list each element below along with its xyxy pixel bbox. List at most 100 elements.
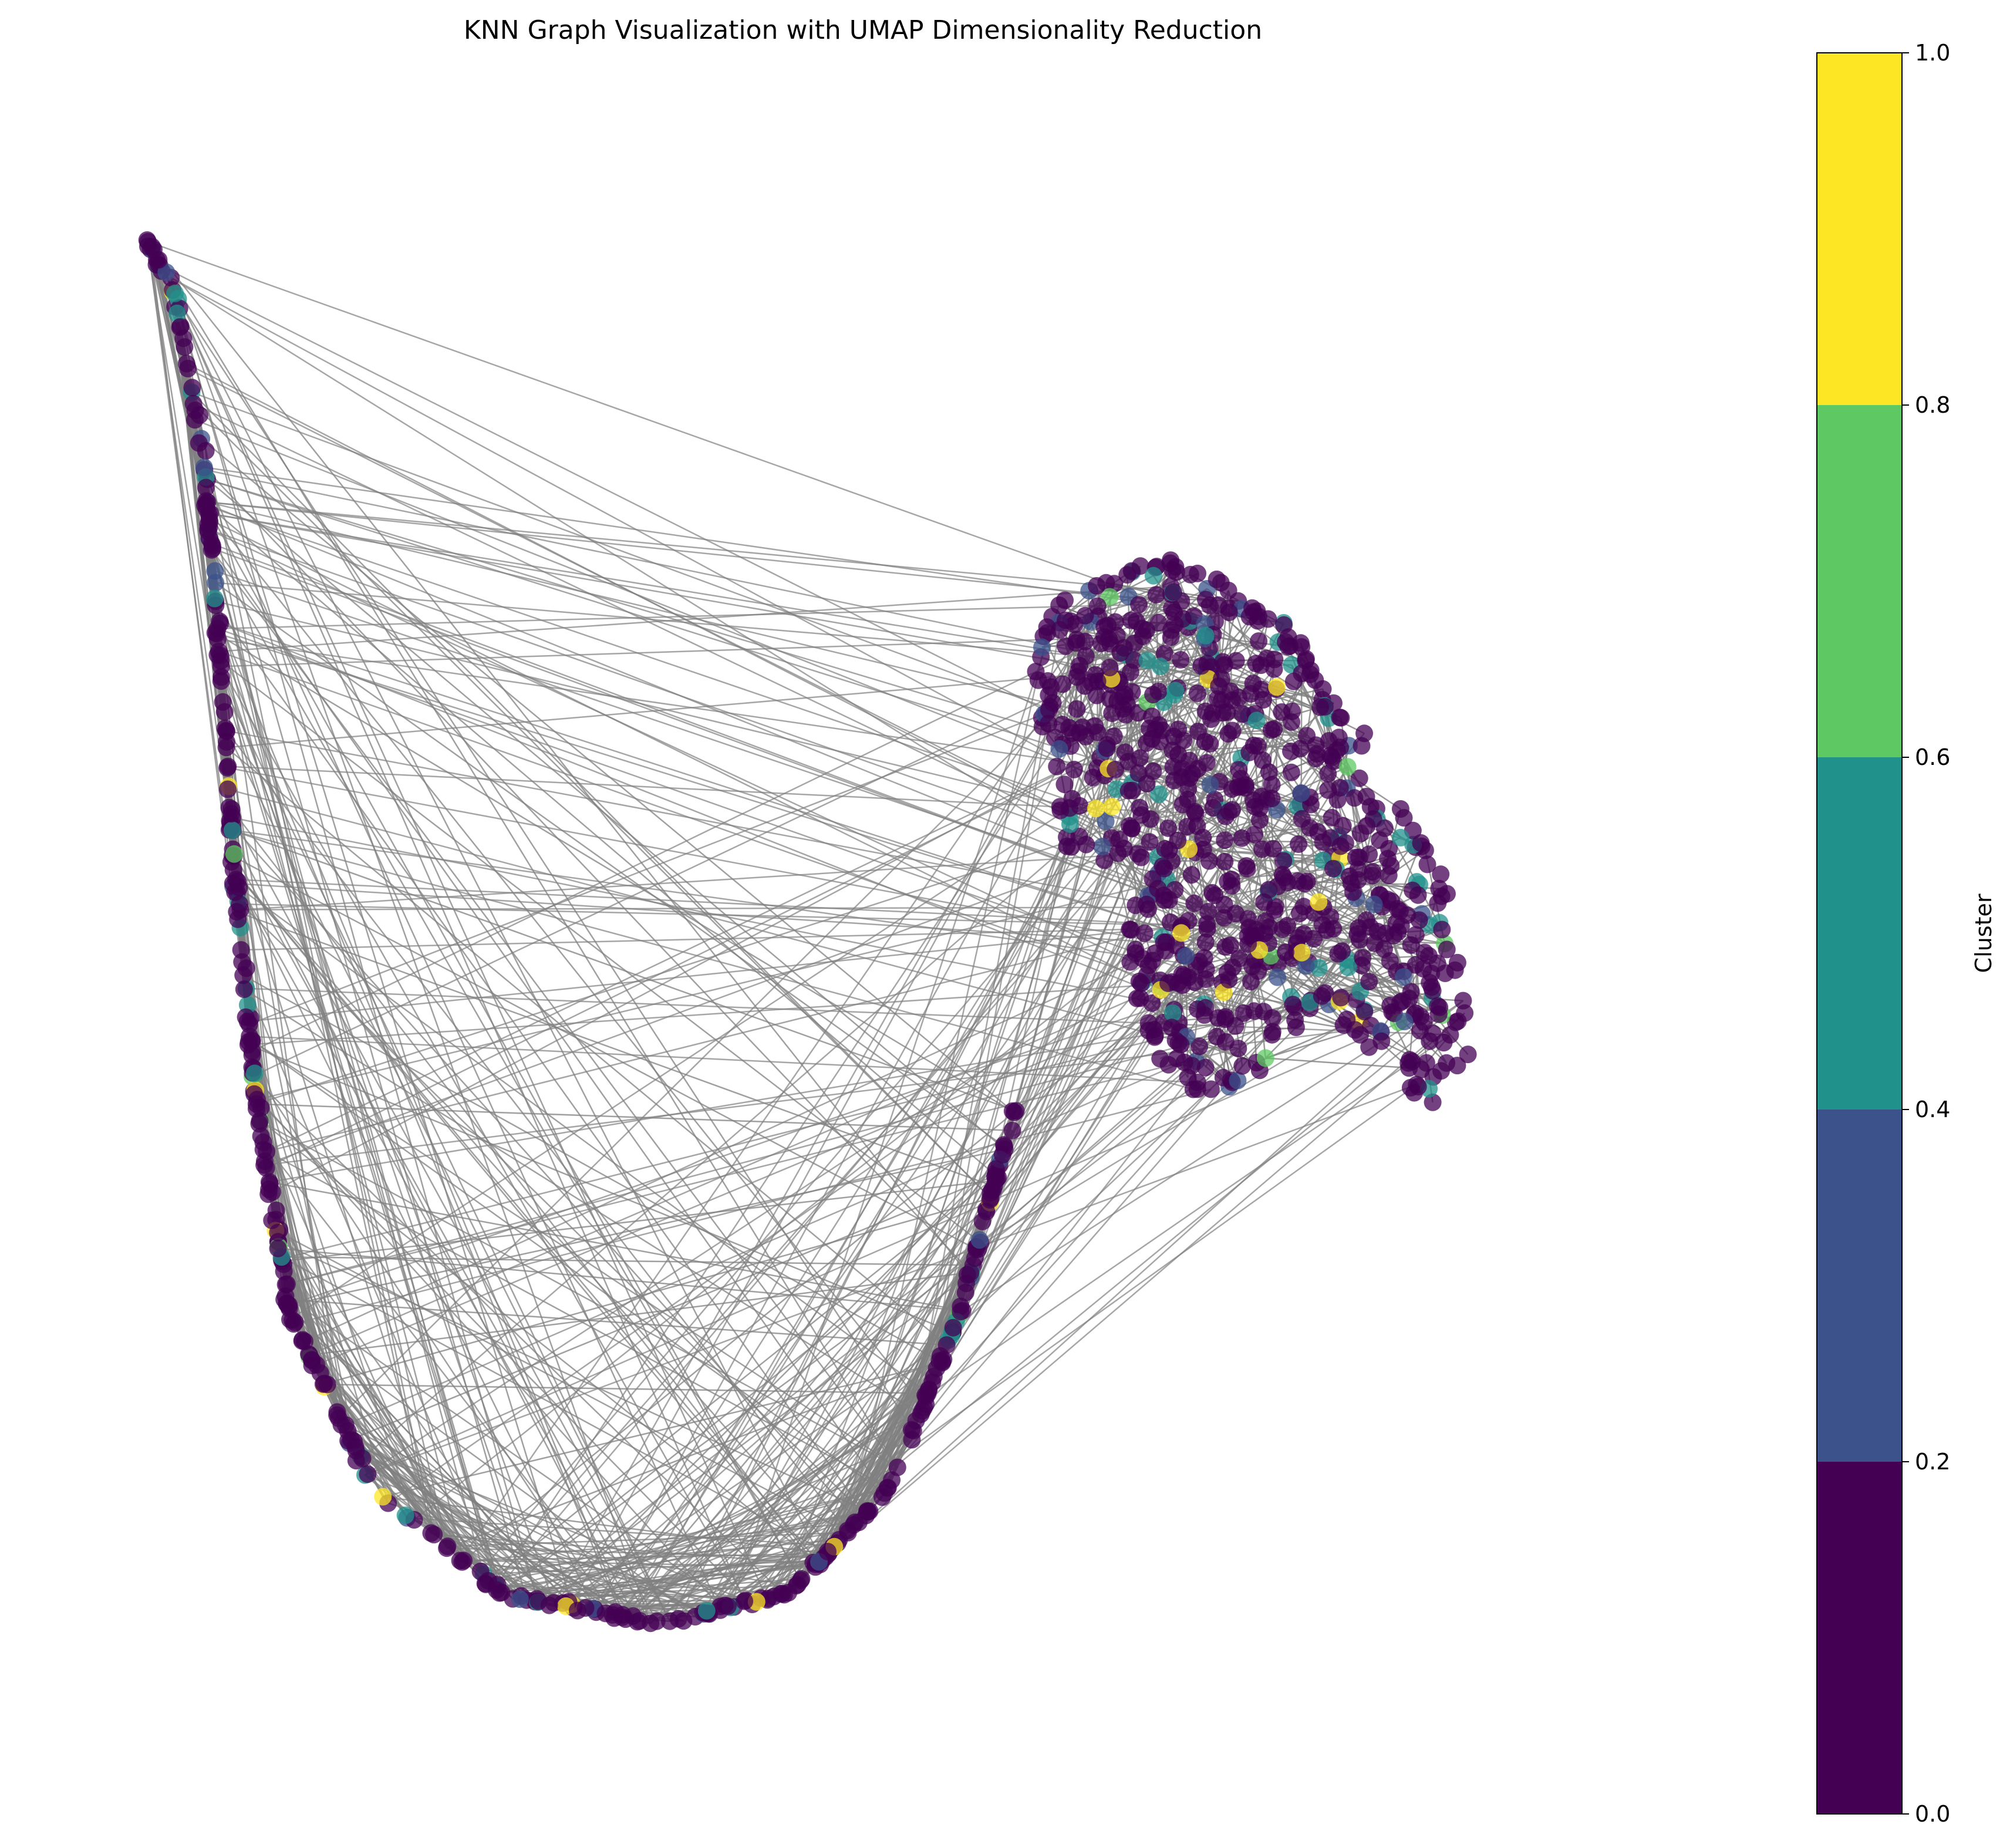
graph-edge [228, 765, 1196, 815]
graph-edge [365, 836, 1339, 1476]
graph-edge [407, 1517, 834, 1547]
graph-node [857, 1506, 875, 1525]
graph-node [455, 1552, 473, 1570]
graph-node [1135, 924, 1154, 942]
graph-node [1101, 659, 1119, 677]
graph-node [1033, 638, 1051, 656]
graph-node [1412, 834, 1430, 852]
graph-node [1188, 1073, 1206, 1091]
graph-node [1329, 945, 1347, 963]
graph-node [1328, 741, 1346, 759]
graph-node [1216, 852, 1234, 871]
graph-node [1305, 930, 1323, 948]
graph-node [1264, 839, 1282, 858]
graph-node [736, 1592, 754, 1610]
graph-edge [260, 1119, 819, 1564]
graph-node [148, 251, 166, 269]
graph-node [1233, 829, 1251, 847]
graph-node [166, 284, 184, 302]
graph-node [328, 1403, 346, 1421]
graph-node [1409, 886, 1427, 904]
graph-edge [191, 392, 1422, 847]
graph-node [254, 1133, 272, 1151]
graph-node [1331, 778, 1349, 797]
graph-node [642, 1614, 660, 1633]
graph-node [1151, 657, 1169, 676]
graph-node [1395, 1013, 1414, 1031]
graph-node [1181, 565, 1199, 584]
graph-node [1282, 742, 1300, 760]
graph-node [1338, 758, 1357, 776]
graph-node [616, 1610, 635, 1628]
graph-node [1381, 952, 1399, 970]
graph-edge [211, 549, 801, 1581]
graph-node [1138, 652, 1156, 670]
graph-node [1313, 987, 1331, 1005]
graph-edge [495, 681, 1098, 1587]
graph-edge [936, 755, 1331, 1369]
graph-node [1071, 797, 1089, 815]
graph-node [1240, 743, 1259, 761]
graph-node [1314, 833, 1332, 851]
graph-node [223, 821, 241, 839]
graph-edge [536, 1273, 971, 1600]
graph-node [1204, 799, 1222, 817]
graph-edge [286, 1047, 1239, 1285]
graph-node [1301, 819, 1319, 837]
graph-edge [362, 806, 1113, 1459]
graph-node [1095, 851, 1114, 869]
graph-node [1172, 650, 1190, 669]
graph-edge [613, 1394, 926, 1619]
graph-node [1215, 909, 1233, 927]
graph-node [956, 1283, 974, 1301]
graph-node [1147, 586, 1165, 604]
graph-node [245, 1064, 264, 1083]
graph-node [1332, 989, 1350, 1007]
graph-edge [203, 467, 972, 1273]
graph-node [176, 338, 194, 356]
graph-node [1208, 570, 1226, 588]
graph-node [1179, 791, 1197, 808]
graph-node [1349, 860, 1367, 878]
graph-edge [220, 622, 1219, 1019]
graph-edge [146, 240, 972, 1279]
graph-node [1191, 1037, 1208, 1055]
graph-node [1292, 784, 1310, 802]
graph-node [1169, 831, 1187, 849]
graph-node [1108, 626, 1126, 645]
graph-node [1068, 630, 1086, 649]
graph-edge [323, 1197, 991, 1385]
graph-node [1263, 790, 1281, 808]
graph-node [1088, 597, 1107, 615]
graph-node [1230, 949, 1248, 967]
graph-node [1357, 788, 1375, 805]
graph-edge [294, 1088, 1212, 1325]
graph-edge [215, 601, 1442, 897]
graph-node [230, 878, 248, 896]
graph-edge [365, 1084, 1417, 1476]
graph-node [944, 1318, 962, 1337]
graph-edge [232, 817, 1226, 1018]
graph-node [1130, 596, 1148, 613]
graph-edge [356, 1450, 633, 1617]
graph-node [1050, 596, 1068, 614]
graph-node [1275, 616, 1293, 634]
graph-node [1244, 675, 1262, 693]
graph-edge [232, 855, 977, 1250]
graph-edge [571, 1036, 1218, 1605]
graph-node [1263, 1026, 1281, 1044]
graph-node [1355, 1003, 1374, 1021]
colorbar-tick-label: 0.0 [1915, 1801, 1950, 1827]
graph-node [1287, 1019, 1305, 1036]
graph-node [195, 458, 213, 477]
graph-edge [193, 403, 1071, 825]
graph-node [422, 1524, 440, 1542]
graph-edge [288, 930, 1378, 1306]
graph-edge [259, 1120, 898, 1468]
graph-node [267, 1201, 285, 1219]
graph-node [1311, 698, 1330, 716]
graph-node [1251, 800, 1269, 817]
graph-node [1166, 1031, 1185, 1050]
graph-node [238, 1013, 257, 1030]
graph-edge [1223, 991, 1293, 1006]
